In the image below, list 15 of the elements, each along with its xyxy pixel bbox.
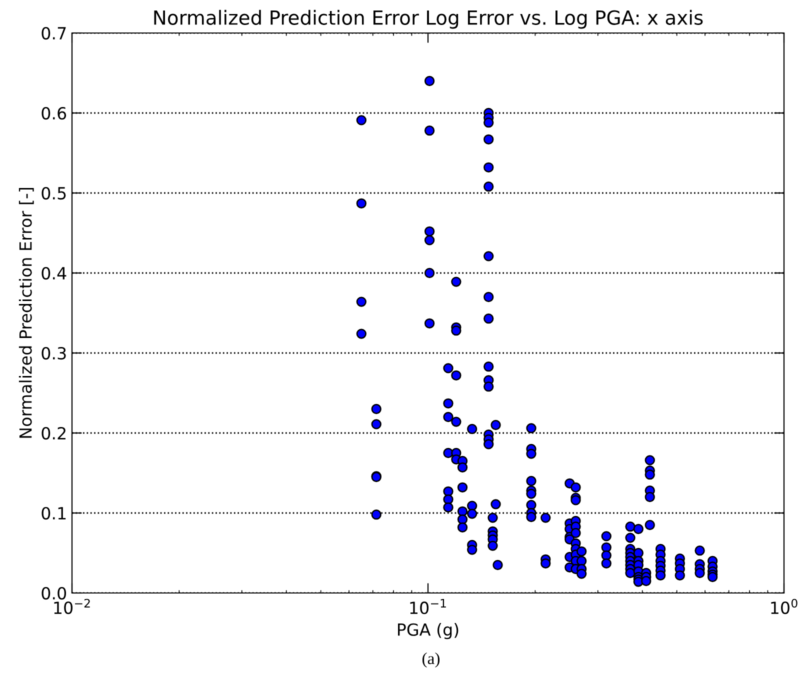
y-axis-title: Normalized Prediction Error [-] <box>18 188 34 438</box>
y-tick-label: 0.6 <box>42 106 66 120</box>
y-tick-label: 0.2 <box>42 426 66 440</box>
x-tick-label: 10$^{−1}$ <box>410 598 446 614</box>
text: (a) <box>422 652 440 668</box>
y-tick-label: 0.5 <box>42 186 66 200</box>
y-tick-label: 0.1 <box>42 506 66 520</box>
y-tick-label: 0.4 <box>42 266 66 280</box>
y-tick-label: 0.3 <box>42 346 66 360</box>
y-tick-label: 0.0 <box>42 586 66 600</box>
x-tick-label: 10$^{0}$ <box>771 598 798 614</box>
x-axis-title: PGA (g) <box>398 623 458 640</box>
chart-title: Normalized Prediction Error Log Error vs. Log PGA: x axis <box>154 10 703 29</box>
x-tick-label: 10$^{−2}$ <box>54 598 90 614</box>
y-tick-label: 0.7 <box>42 26 66 40</box>
